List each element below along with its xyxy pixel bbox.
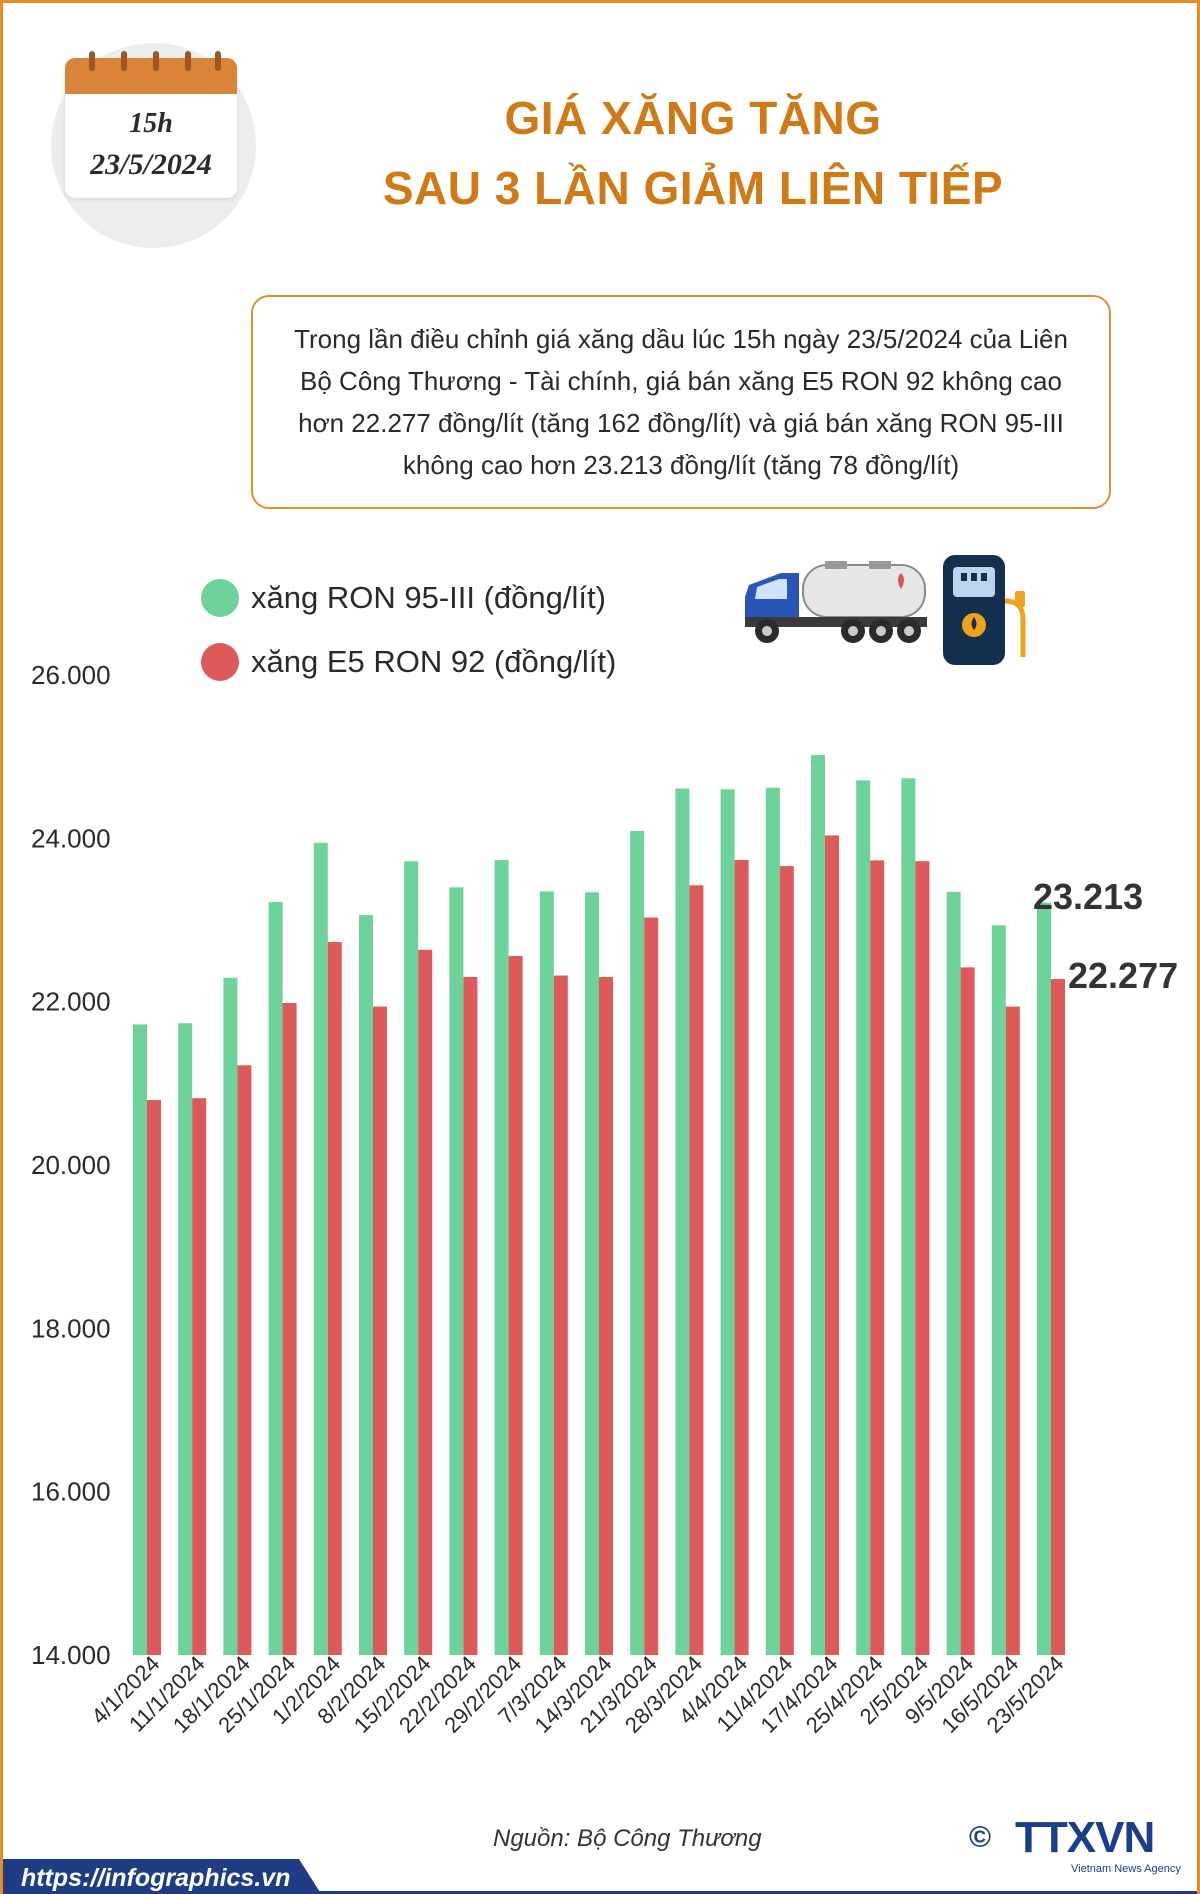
legend-label-ron95: xăng RON 95-III (đồng/lít) [251, 580, 606, 615]
calendar-ring [215, 51, 221, 71]
url-banner [3, 1859, 323, 1894]
bar-ron95 [946, 891, 961, 1655]
calendar-date: 23/5/2024 [90, 148, 212, 181]
copyright-icon: © [969, 1821, 992, 1854]
bar-e5ron92 [689, 885, 704, 1655]
bar-ron95 [313, 842, 328, 1655]
y-tick-label: 22.000 [31, 987, 111, 1017]
bar-e5ron92 [915, 861, 930, 1655]
legend-swatch-e5ron92 [201, 643, 239, 681]
bar-e5ron92 [282, 1003, 297, 1655]
bar-ron95 [991, 925, 1006, 1655]
bar-e5ron92 [553, 975, 568, 1655]
bar-ron95 [223, 977, 238, 1655]
bar-ron95 [178, 1023, 193, 1655]
bar-e5ron92 [237, 1065, 252, 1655]
bar-e5ron92 [373, 1006, 387, 1655]
ttxvn-logo: TTXVN [1015, 1813, 1155, 1862]
bar-e5ron92 [825, 835, 839, 1655]
callout-e5ron92-latest: 22.277 [1068, 955, 1179, 996]
bar-ron95 [133, 1024, 147, 1655]
bar-ron95 [539, 891, 554, 1655]
bar-e5ron92 [1005, 1006, 1020, 1655]
y-tick-label: 18.000 [31, 1313, 111, 1343]
y-tick-label: 24.000 [31, 823, 111, 853]
description-text: Trong lần điều chỉnh giá xăng dầu lúc 15… [294, 324, 1068, 480]
callout-ron95-latest: 23.213 [1033, 876, 1144, 917]
calendar-time: 15h [129, 108, 173, 139]
calendar-ring [121, 51, 127, 71]
bar-ron95 [494, 859, 509, 1655]
bar-ron95 [1037, 902, 1051, 1655]
page-title-line-1: GIÁ XĂNG TĂNG [504, 92, 882, 144]
bar-ron95 [630, 830, 645, 1655]
bar-e5ron92 [418, 949, 433, 1655]
bar-ron95 [268, 902, 283, 1655]
bar-ron95 [449, 887, 464, 1655]
legend-swatch-ron95 [201, 579, 239, 617]
bar-ron95 [359, 915, 373, 1655]
bar-ron95 [675, 788, 690, 1655]
bar-e5ron92 [327, 942, 342, 1655]
bar-e5ron92 [1051, 979, 1065, 1655]
ttxvn-logo-subtitle: Vietnam News Agency [1071, 1863, 1181, 1875]
footer-rule [303, 1891, 1197, 1894]
y-tick-label: 20.000 [31, 1150, 111, 1180]
description-box: Trong lần điều chỉnh giá xăng dầu lúc 15… [251, 295, 1111, 509]
bar-chart: 14.000 16.000 18.000 20.000 22.000 24.000 26.0… [31, 660, 1069, 1738]
bar-ron95 [404, 861, 419, 1655]
source-note: Nguồn: Bộ Công Thương [493, 1825, 762, 1852]
bar-e5ron92 [779, 866, 794, 1655]
bar-e5ron92 [960, 967, 975, 1655]
bar-e5ron92 [644, 917, 659, 1655]
bar-ron95 [901, 778, 916, 1655]
calendar-ring [89, 51, 95, 71]
calendar-ring [185, 51, 191, 71]
bar-e5ron92 [599, 977, 613, 1655]
y-tick-label: 26.000 [31, 660, 111, 690]
y-tick-label: 14.000 [31, 1640, 111, 1670]
bar-e5ron92 [192, 1098, 207, 1655]
bar-ron95 [585, 892, 599, 1655]
legend-label-e5ron92: xăng E5 RON 92 (đồng/lít) [251, 644, 617, 679]
bar-e5ron92 [870, 860, 885, 1655]
page-title-line-2: SAU 3 LẦN GIẢM LIÊN TIẾP [382, 162, 1004, 214]
bar-e5ron92 [463, 976, 478, 1655]
bar-e5ron92 [734, 859, 749, 1655]
fuel-pump-icon [943, 555, 1026, 665]
bar-ron95 [856, 780, 871, 1655]
bar-e5ron92 [508, 955, 523, 1655]
bar-ron95 [765, 787, 780, 1655]
bar-ron95 [811, 755, 825, 1655]
calendar-ring [153, 51, 159, 71]
y-tick-label: 16.000 [31, 1477, 111, 1507]
bar-e5ron92 [147, 1100, 161, 1655]
fuel-truck-icon [745, 561, 927, 643]
bar-ron95 [720, 789, 735, 1655]
site-url-link[interactable]: https://infographics.vn [21, 1864, 291, 1892]
